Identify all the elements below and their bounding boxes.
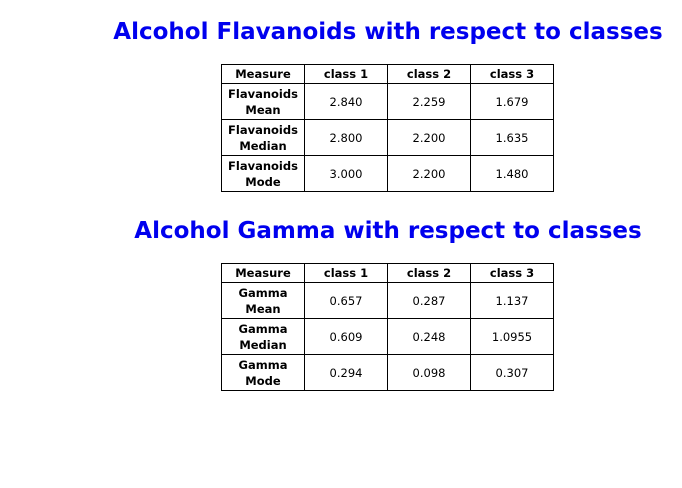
value-cell: 1.635 [470,119,554,156]
measure-stat: Mode [245,373,281,388]
value-cell: 2.840 [304,83,388,120]
value-cell: 0.098 [387,354,471,391]
gamma-table: Measure class 1 class 2 class 3 Gamma Me… [221,263,554,391]
value-cell: 0.248 [387,318,471,355]
measure-cell: Flavanoids Mode [221,155,305,192]
value-cell: 0.294 [304,354,388,391]
table-header-row: Measure class 1 class 2 class 3 [221,263,554,283]
measure-cell: Gamma Mode [221,354,305,391]
value-cell: 2.200 [387,119,471,156]
measure-label: Gamma [238,285,288,300]
measure-stat: Mean [245,102,281,117]
measure-label: Flavanoids [228,158,298,173]
value-cell: 0.657 [304,282,388,319]
table-row: Gamma Mode 0.294 0.098 0.307 [221,354,554,391]
measure-label: Flavanoids [228,122,298,137]
flavanoids-table: Measure class 1 class 2 class 3 Flavanoi… [221,64,554,192]
column-header-measure: Measure [221,263,305,283]
column-header-class-1: class 1 [304,263,388,283]
measure-stat: Mode [245,174,281,189]
table-header-row: Measure class 1 class 2 class 3 [221,64,554,84]
value-cell: 0.307 [470,354,554,391]
table-row: Gamma Mean 0.657 0.287 1.137 [221,282,554,319]
value-cell: 2.200 [387,155,471,192]
measure-stat: Mean [245,301,281,316]
measure-cell: Flavanoids Median [221,119,305,156]
table-row: Flavanoids Mean 2.840 2.259 1.679 [221,83,554,120]
value-cell: 1.137 [470,282,554,319]
column-header-class-2: class 2 [387,263,471,283]
value-cell: 1.679 [470,83,554,120]
table-row: Flavanoids Mode 3.000 2.200 1.480 [221,155,554,192]
measure-cell: Flavanoids Mean [221,83,305,120]
value-cell: 1.480 [470,155,554,192]
column-header-class-3: class 3 [470,263,554,283]
measure-stat: Median [239,337,287,352]
column-header-class-3: class 3 [470,64,554,84]
measure-cell: Gamma Median [221,318,305,355]
measure-cell: Gamma Mean [221,282,305,319]
flavanoids-section: Alcohol Flavanoids with respect to class… [0,16,682,192]
value-cell: 2.800 [304,119,388,156]
value-cell: 2.259 [387,83,471,120]
column-header-class-1: class 1 [304,64,388,84]
table-row: Flavanoids Median 2.800 2.200 1.635 [221,119,554,156]
gamma-title: Alcohol Gamma with respect to classes [134,218,642,244]
table-row: Gamma Median 0.609 0.248 1.0955 [221,318,554,355]
flavanoids-title: Alcohol Flavanoids with respect to class… [113,19,663,45]
measure-label: Flavanoids [228,86,298,101]
measure-stat: Median [239,138,287,153]
measure-label: Gamma [238,321,288,336]
gamma-section: Alcohol Gamma with respect to classes Me… [0,215,682,391]
column-header-measure: Measure [221,64,305,84]
value-cell: 0.609 [304,318,388,355]
value-cell: 3.000 [304,155,388,192]
measure-label: Gamma [238,357,288,372]
column-header-class-2: class 2 [387,64,471,84]
value-cell: 1.0955 [470,318,554,355]
value-cell: 0.287 [387,282,471,319]
